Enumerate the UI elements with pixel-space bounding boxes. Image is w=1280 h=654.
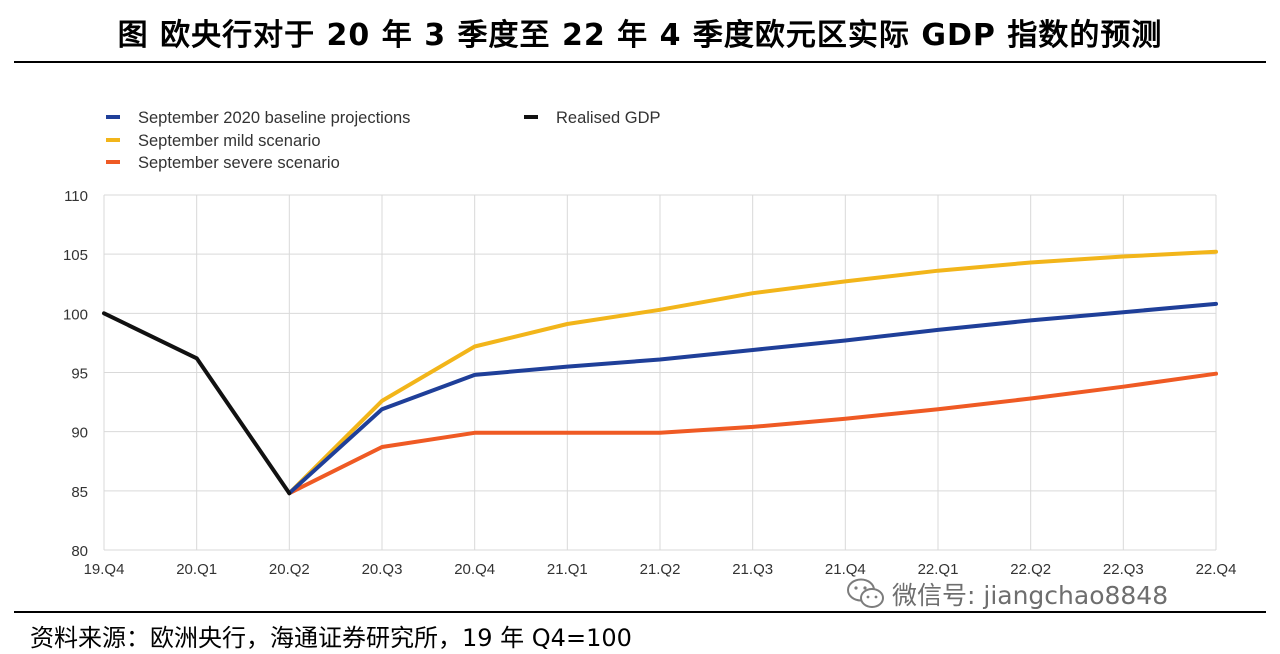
x-tick-label: 22.Q3 [1103, 561, 1144, 578]
y-tick-label: 95 [71, 366, 88, 383]
x-tick-label: 20.Q2 [269, 561, 310, 578]
x-tick-label: 21.Q2 [640, 561, 681, 578]
grid [103, 194, 1217, 551]
bottom-rule [14, 611, 1266, 613]
y-tick-label: 100 [63, 306, 88, 323]
y-axis: 80 85 90 95 100 105 110 [63, 188, 88, 560]
x-tick-label: 21.Q1 [547, 561, 588, 578]
legend-label: September severe scenario [138, 154, 340, 172]
x-tick-label: 22.Q1 [918, 561, 959, 578]
y-tick-label: 85 [71, 484, 88, 501]
series-lines [102, 249, 1218, 496]
series-line-september-2020-baseline-projections [287, 301, 1218, 496]
legend: September 2020 baseline projections Reali… [106, 109, 661, 172]
legend-label: Realised GDP [556, 109, 661, 127]
y-tick-label: 105 [63, 247, 88, 264]
y-tick-label: 90 [71, 425, 88, 442]
x-tick-label: 20.Q3 [362, 561, 403, 578]
watermark-text: 微信号: jiangchao8848 [892, 581, 1169, 610]
legend-label: September 2020 baseline projections [138, 109, 410, 127]
watermark: 微信号: jiangchao8848 [846, 576, 1168, 612]
legend-label: September mild scenario [138, 132, 321, 150]
x-tick-label: 20.Q1 [176, 561, 217, 578]
source-note: 资料来源：欧洲央行，海通证券研究所，19 年 Q4=100 [30, 624, 632, 652]
series-line-realised-gdp [102, 311, 292, 496]
x-tick-label: 21.Q4 [825, 561, 866, 578]
x-tick-label: 22.Q4 [1196, 561, 1237, 578]
chart-title: 图 欧央行对于 20 年 3 季度至 22 年 4 季度欧元区实际 GDP 指数… [117, 18, 1163, 53]
x-tick-label: 22.Q2 [1010, 561, 1051, 578]
series-line-september-mild-scenario [287, 249, 1218, 496]
y-tick-label: 110 [64, 188, 88, 205]
y-tick-label: 80 [71, 543, 88, 560]
top-rule [14, 61, 1266, 63]
x-tick-label: 20.Q4 [454, 561, 495, 578]
line-chart: September 2020 baseline projections Reali… [63, 109, 1237, 578]
series-line-september-severe-scenario [287, 371, 1218, 496]
x-axis: 19.Q4 20.Q1 20.Q2 20.Q3 20.Q4 21.Q1 21.Q2 21.Q3… [84, 561, 1237, 578]
wechat-icon [847, 578, 884, 608]
x-tick-label: 19.Q4 [84, 561, 125, 578]
x-tick-label: 21.Q3 [732, 561, 773, 578]
